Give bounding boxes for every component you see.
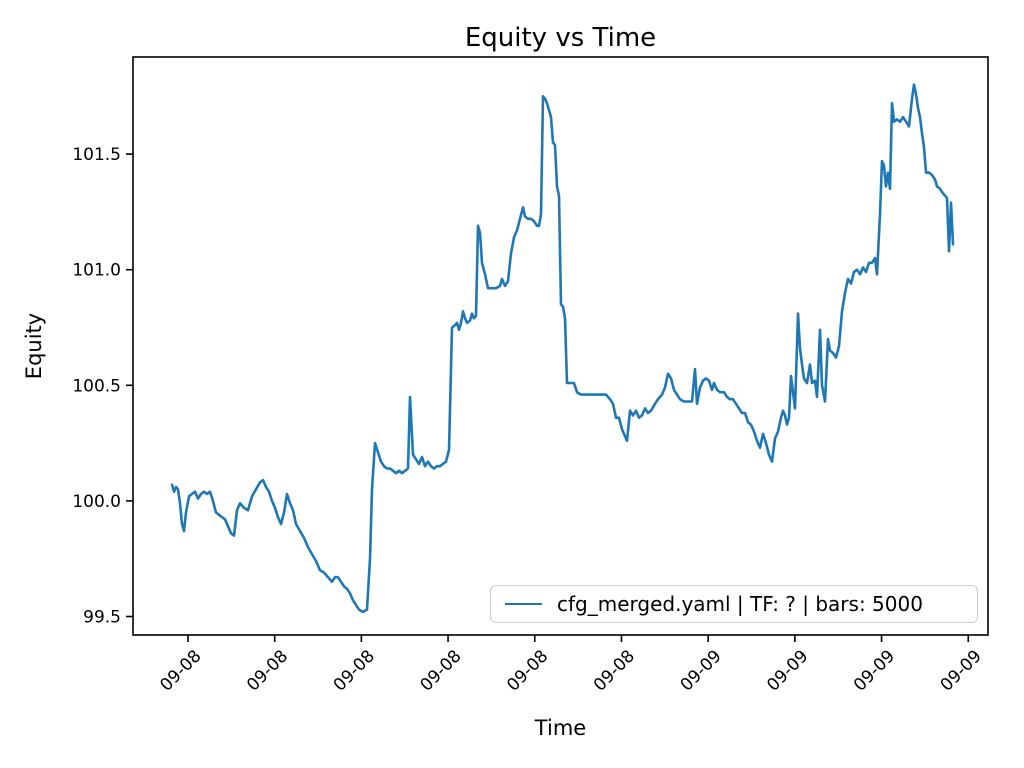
x-tick-label: 09-08 — [503, 646, 552, 695]
axes-spines — [132, 56, 989, 636]
y-tick-label: 100.5 — [72, 376, 121, 396]
legend-line-swatch — [505, 603, 542, 605]
x-tick-label: 09-08 — [156, 646, 205, 695]
y-tick-label: 100.0 — [72, 492, 121, 512]
x-tick-label: 09-09 — [763, 646, 812, 695]
y-tick-label: 101.0 — [72, 261, 121, 281]
x-tick-label: 09-08 — [243, 646, 292, 695]
x-tick-label: 09-09 — [850, 646, 899, 695]
x-tick-label: 09-08 — [417, 646, 466, 695]
x-tick-label: 09-08 — [590, 646, 639, 695]
chart-title: Equity vs Time — [464, 23, 657, 53]
x-tick-label: 09-09 — [937, 646, 986, 695]
legend-label: cfg_merged.yaml | TF: ? | bars: 5000 — [557, 592, 923, 616]
y-axis-label: Equity — [22, 312, 46, 380]
x-axis-label: Time — [534, 716, 587, 740]
y-tick-label: 101.5 — [72, 145, 121, 165]
legend: cfg_merged.yaml | TF: ? | bars: 5000 — [490, 585, 978, 623]
y-tick-label: 99.5 — [83, 608, 121, 628]
equity-line — [170, 83, 955, 614]
x-tick-label: 09-08 — [330, 646, 379, 695]
x-tick-label: 09-09 — [677, 646, 726, 695]
